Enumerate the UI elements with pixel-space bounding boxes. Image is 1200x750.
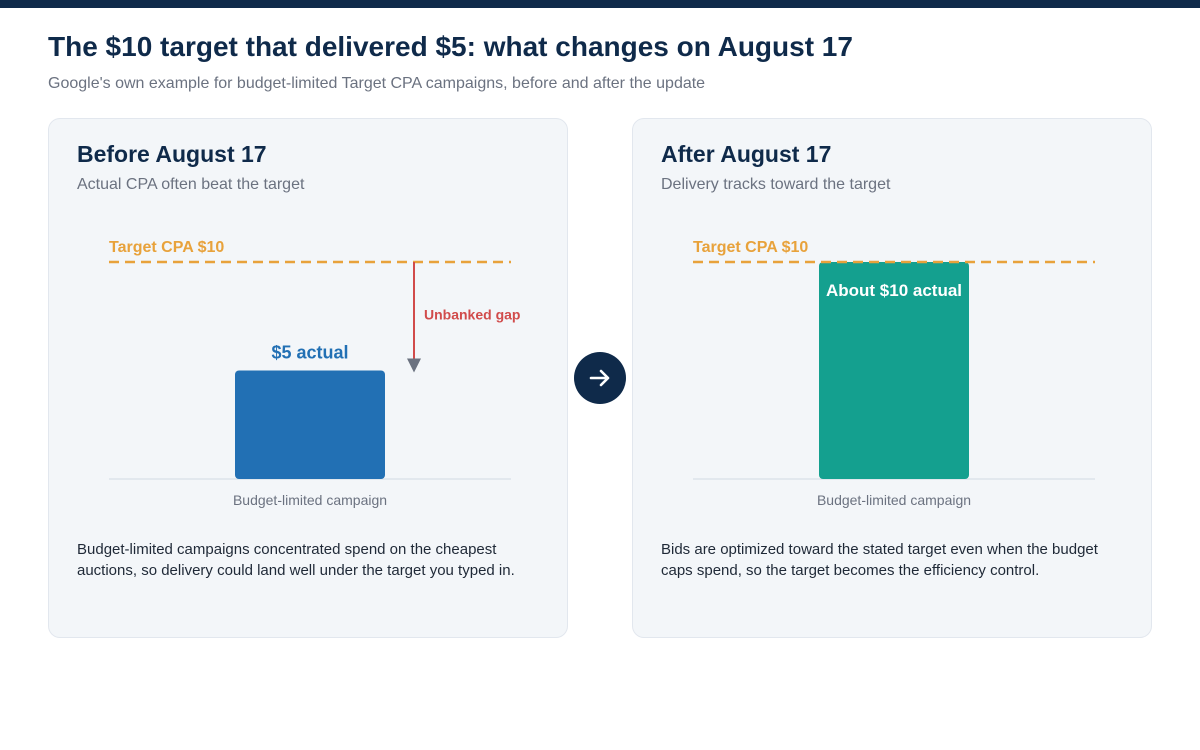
before-bar-label: $5 actual bbox=[271, 343, 348, 363]
before-target-label: Target CPA $10 bbox=[109, 239, 224, 256]
after-target-label: Target CPA $10 bbox=[693, 239, 808, 256]
before-category-label: Budget-limited campaign bbox=[233, 492, 387, 508]
top-accent-bar bbox=[0, 0, 1200, 8]
page-subtitle: Google's own example for budget-limited … bbox=[48, 75, 706, 92]
after-chart: About $10 actual Target CPA $10 Budget-lim… bbox=[693, 239, 1095, 508]
after-bar bbox=[819, 262, 969, 479]
before-panel-title: Before August 17 bbox=[77, 141, 267, 167]
after-panel: About $10 actual Target CPA $10 Budget-lim… bbox=[632, 118, 1152, 638]
page-title: The $10 target that delivered $5: what c… bbox=[48, 31, 853, 62]
before-chart: $5 actual Target CPA $10 Budget-limited ca… bbox=[109, 239, 520, 508]
before-panel: $5 actual Target CPA $10 Budget-limited ca… bbox=[48, 118, 568, 638]
after-panel-title: After August 17 bbox=[661, 141, 832, 167]
arrow-right-icon[interactable] bbox=[574, 352, 626, 404]
after-bar-label: About $10 actual bbox=[826, 281, 962, 300]
after-panel-note: Bids are optimized toward the stated tar… bbox=[661, 541, 1098, 579]
before-gap-arrow-head bbox=[407, 358, 421, 373]
before-bar bbox=[235, 370, 385, 479]
before-gap-annotation: Unbanked gap bbox=[424, 306, 520, 322]
after-category-label: Budget-limited campaign bbox=[817, 492, 971, 508]
before-panel-subtitle: Actual CPA often beat the target bbox=[77, 176, 305, 193]
after-panel-subtitle: Delivery tracks toward the target bbox=[661, 176, 891, 193]
arrow-right-glyph bbox=[589, 369, 610, 387]
before-panel-note: Budget-limited campaigns concentrated sp… bbox=[77, 541, 515, 579]
